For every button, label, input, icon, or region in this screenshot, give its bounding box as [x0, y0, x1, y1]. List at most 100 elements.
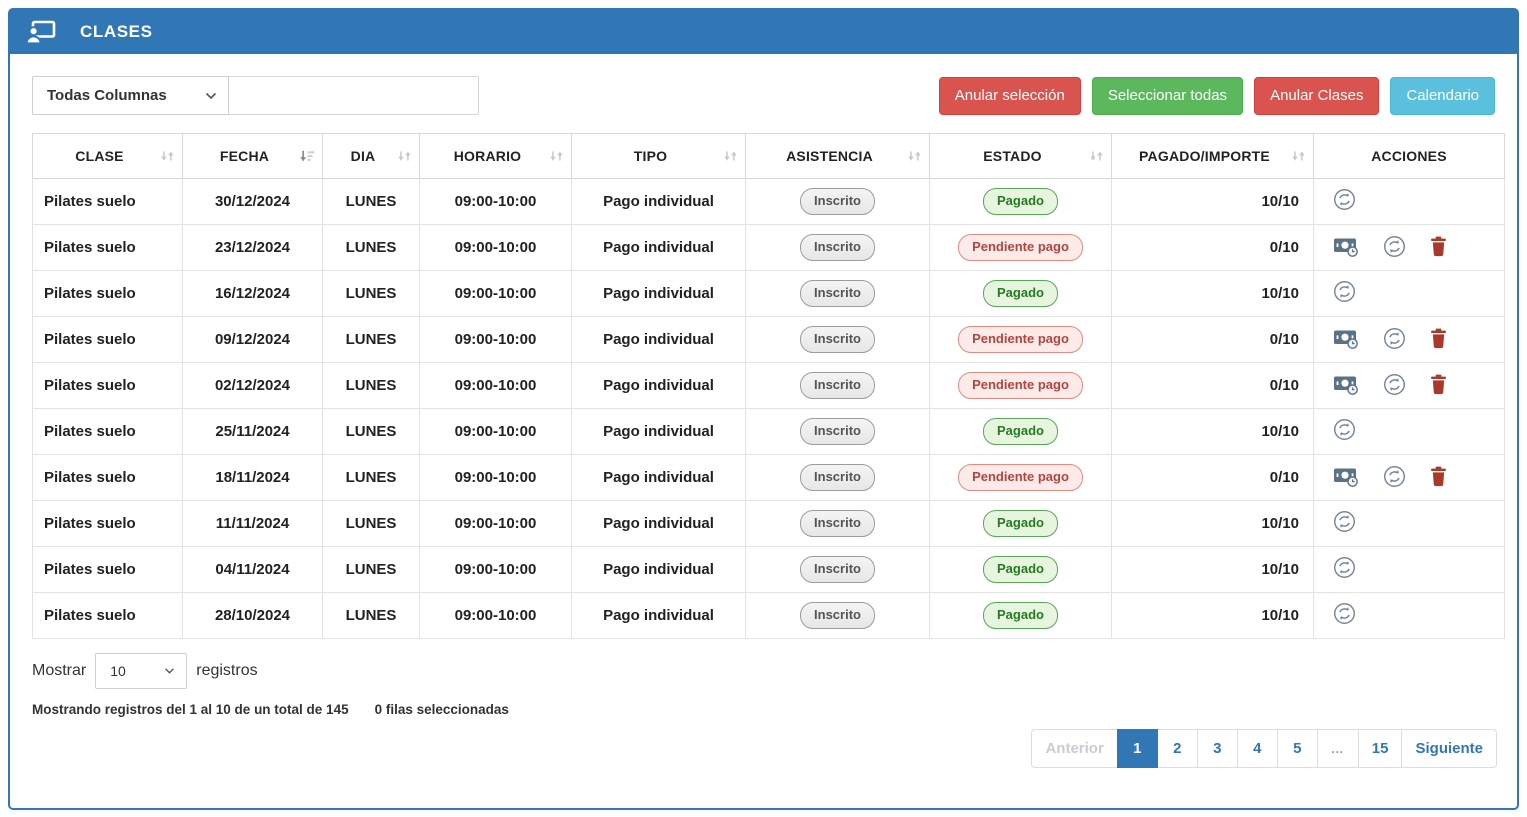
delete-class-button[interactable] — [1430, 328, 1447, 349]
anular-seleccion-button[interactable]: Anular selección — [938, 76, 1081, 115]
pagination-ellipsis: … — [1316, 729, 1359, 768]
column-header-label: CLASE — [75, 148, 124, 164]
change-status-button[interactable] — [1383, 327, 1406, 350]
sort-icon — [1292, 151, 1305, 161]
cell-clase: Pilates suelo — [32, 592, 183, 639]
cell-asistencia: Inscrito — [745, 316, 930, 363]
cell-acciones — [1313, 224, 1505, 271]
cell-dia: LUNES — [322, 408, 420, 455]
sort-icon — [550, 151, 563, 161]
column-header[interactable]: TIPO — [571, 133, 746, 179]
table-row[interactable]: Pilates suelo 04/11/2024 LUNES 09:00-10:… — [32, 546, 1505, 593]
table-row[interactable]: Pilates suelo 11/11/2024 LUNES 09:00-10:… — [32, 500, 1505, 547]
change-status-button[interactable] — [1383, 465, 1406, 488]
cell-dia: LUNES — [322, 546, 420, 593]
sort-icon — [161, 151, 174, 161]
delete-class-button[interactable] — [1430, 374, 1447, 395]
asistencia-badge: Inscrito — [800, 602, 875, 629]
delete-class-button[interactable] — [1430, 466, 1447, 487]
pagination-page-1[interactable]: 1 — [1116, 729, 1158, 768]
registros-label: registros — [196, 662, 258, 679]
cell-horario: 09:00-10:00 — [419, 408, 572, 455]
column-header[interactable]: CLASE — [32, 133, 183, 179]
column-header[interactable]: ESTADO — [929, 133, 1112, 179]
estado-badge: Pagado — [983, 280, 1058, 307]
change-status-button[interactable] — [1333, 556, 1356, 579]
cell-tipo: Pago individual — [571, 362, 746, 409]
column-header[interactable]: ASISTENCIA — [745, 133, 930, 179]
cell-estado: Pendiente pago — [929, 316, 1112, 363]
calendario-button[interactable]: Calendario — [1390, 76, 1495, 115]
column-header-label: PAGADO/IMPORTE — [1139, 148, 1270, 164]
cell-dia: LUNES — [322, 362, 420, 409]
change-status-button[interactable] — [1383, 235, 1406, 258]
chalkboard-user-icon — [26, 20, 56, 44]
cell-pagado-importe: 10/10 — [1111, 408, 1314, 455]
asistencia-badge: Inscrito — [800, 372, 875, 399]
column-header[interactable]: PAGADO/IMPORTE — [1111, 133, 1314, 179]
pagination-page-3[interactable]: 3 — [1196, 729, 1238, 768]
change-status-button[interactable] — [1333, 418, 1356, 441]
table-row[interactable]: Pilates suelo 25/11/2024 LUNES 09:00-10:… — [32, 408, 1505, 455]
column-header-label: ESTADO — [983, 148, 1042, 164]
cell-asistencia: Inscrito — [745, 270, 930, 317]
register-payment-button[interactable] — [1333, 328, 1359, 349]
cell-tipo: Pago individual — [571, 224, 746, 271]
table-row[interactable]: Pilates suelo 23/12/2024 LUNES 09:00-10:… — [32, 224, 1505, 271]
cell-estado: Pagado — [929, 408, 1112, 455]
column-header[interactable]: HORARIO — [419, 133, 572, 179]
table-row[interactable]: Pilates suelo 16/12/2024 LUNES 09:00-10:… — [32, 270, 1505, 317]
cell-clase: Pilates suelo — [32, 454, 183, 501]
table-row[interactable]: Pilates suelo 02/12/2024 LUNES 09:00-10:… — [32, 362, 1505, 409]
estado-badge: Pendiente pago — [958, 464, 1083, 491]
seleccionar-todas-button[interactable]: Seleccionar todas — [1091, 76, 1244, 115]
table-row[interactable]: Pilates suelo 28/10/2024 LUNES 09:00-10:… — [32, 592, 1505, 639]
money-clock-icon — [1334, 376, 1358, 395]
cell-pagado-importe: 0/10 — [1111, 362, 1314, 409]
table-info-row: Mostrando registros del 1 al 10 de un to… — [32, 702, 1495, 717]
cell-tipo: Pago individual — [571, 546, 746, 593]
change-status-button[interactable] — [1333, 188, 1356, 211]
sync-icon — [1384, 235, 1405, 257]
search-input[interactable] — [229, 76, 479, 115]
sync-icon — [1384, 373, 1405, 395]
table-row[interactable]: Pilates suelo 09/12/2024 LUNES 09:00-10:… — [32, 316, 1505, 363]
change-status-button[interactable] — [1333, 280, 1356, 303]
pagination-wrap: Anterior 1 2 3 4 5… 15 Siguiente — [32, 729, 1497, 768]
pagination-page-5[interactable]: 5 — [1276, 729, 1318, 768]
column-header[interactable]: FECHA — [182, 133, 323, 179]
sort-desc-icon — [300, 150, 315, 162]
change-status-button[interactable] — [1333, 510, 1356, 533]
cell-clase: Pilates suelo — [32, 178, 183, 225]
cell-estado: Pagado — [929, 500, 1112, 547]
classes-table: CLASE FECHA DIA HORARIO TIPO — [32, 133, 1505, 639]
anular-clases-button[interactable]: Anular Clases — [1254, 76, 1380, 115]
register-payment-button[interactable] — [1333, 374, 1359, 395]
cell-acciones — [1313, 592, 1505, 639]
sort-icon — [724, 151, 737, 161]
cell-pagado-importe: 0/10 — [1111, 224, 1314, 271]
cell-clase: Pilates suelo — [32, 270, 183, 317]
change-status-button[interactable] — [1383, 373, 1406, 396]
change-status-button[interactable] — [1333, 602, 1356, 625]
columns-filter-select[interactable]: Todas Columnas — [32, 76, 229, 115]
register-payment-button[interactable] — [1333, 466, 1359, 487]
pagination-page-4[interactable]: 4 — [1236, 729, 1278, 768]
asistencia-badge: Inscrito — [800, 556, 875, 583]
column-header[interactable]: DIA — [322, 133, 420, 179]
pagination-next[interactable]: Siguiente — [1401, 729, 1497, 768]
table-row[interactable]: Pilates suelo 30/12/2024 LUNES 09:00-10:… — [32, 178, 1505, 225]
page-size-select[interactable]: 10 — [95, 653, 188, 689]
column-header-label: DIA — [350, 148, 376, 164]
cell-clase: Pilates suelo — [32, 224, 183, 271]
cell-fecha: 16/12/2024 — [182, 270, 323, 317]
table-row[interactable]: Pilates suelo 18/11/2024 LUNES 09:00-10:… — [32, 454, 1505, 501]
delete-class-button[interactable] — [1430, 236, 1447, 257]
cell-asistencia: Inscrito — [745, 500, 930, 547]
pagination-page-2[interactable]: 2 — [1156, 729, 1198, 768]
clases-panel: CLASES Todas Columnas Anular selección S… — [8, 8, 1519, 810]
register-payment-button[interactable] — [1333, 236, 1359, 257]
pagination-page-15[interactable]: 15 — [1357, 729, 1403, 768]
sync-icon — [1334, 557, 1355, 578]
cell-estado: Pendiente pago — [929, 454, 1112, 501]
